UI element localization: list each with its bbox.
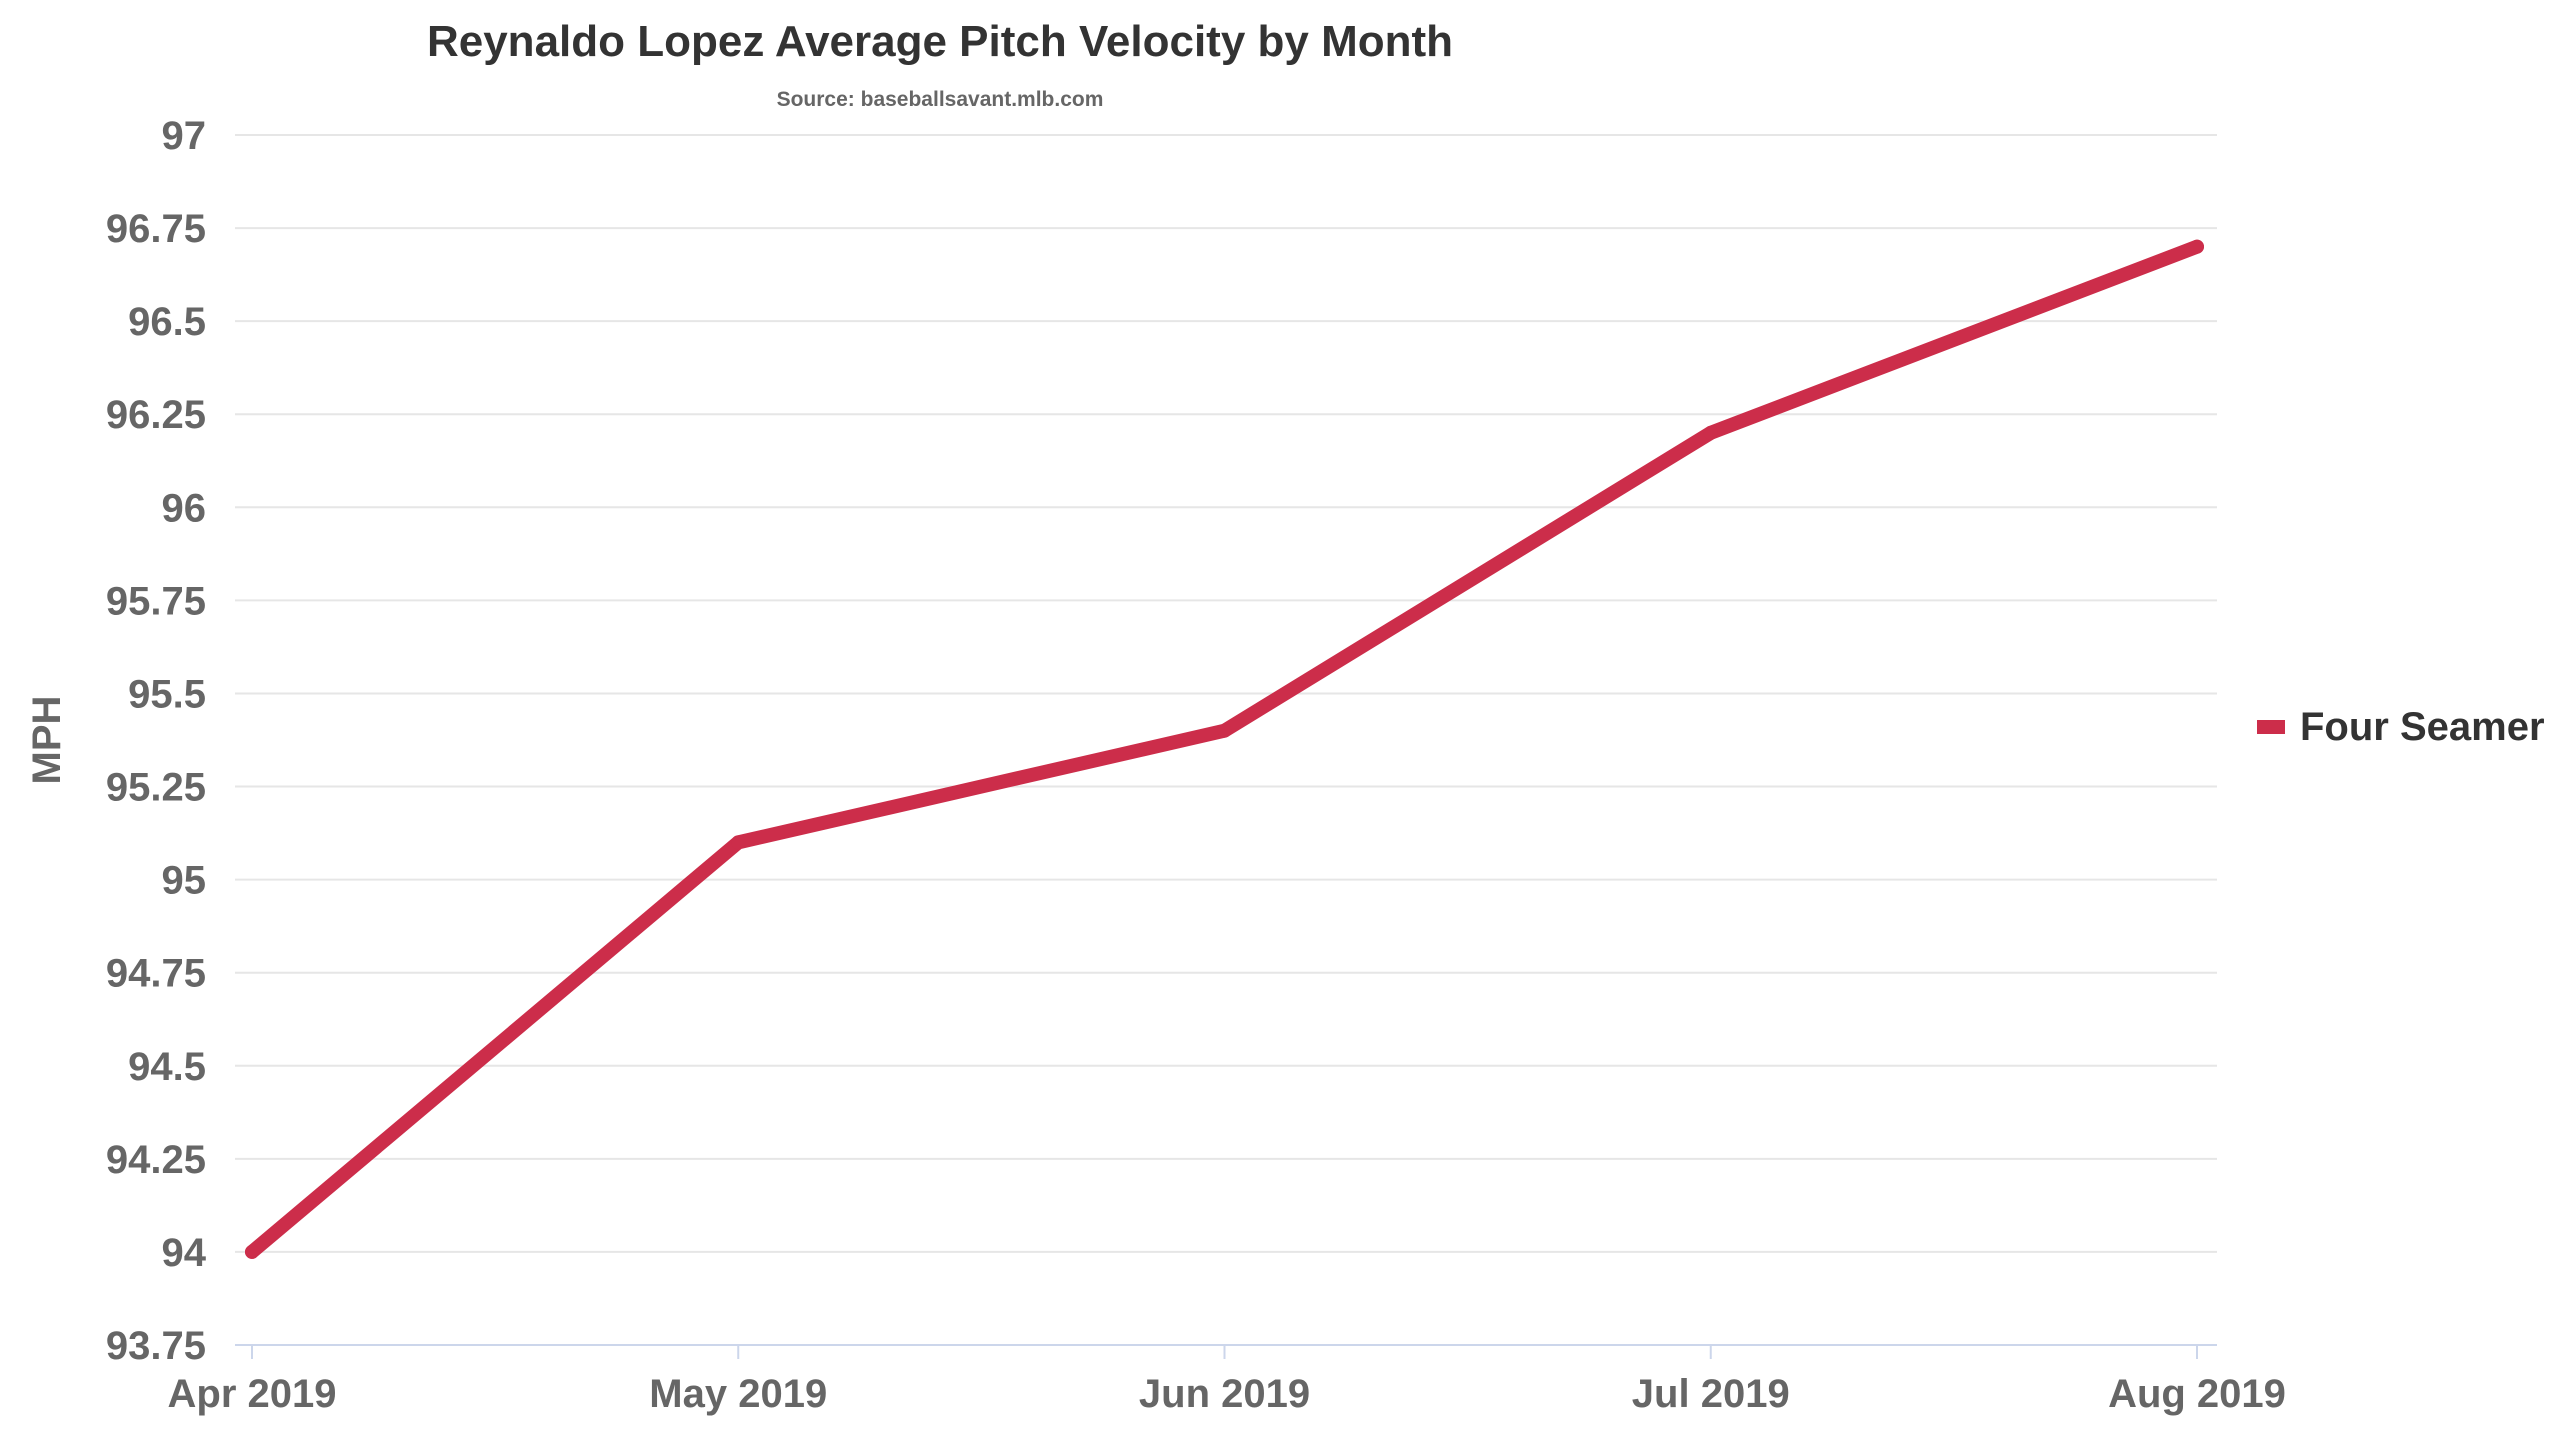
y-tick-label: 94.25 [106,1138,206,1182]
y-tick-label: 96.75 [106,207,206,251]
y-tick-label: 94 [162,1231,207,1275]
chart-subtitle: Source: baseballsavant.mlb.com [777,88,1104,111]
series-lines [245,239,2204,1259]
x-axis-ticks: Apr 2019 May 2019 Jun 2019 Jul 2019 Aug 2019 [168,1345,2286,1416]
data-point[interactable] [1217,723,1232,738]
gridlines [235,134,2217,1346]
y-tick-label: 97 [162,114,207,158]
x-tick-label: Jun 2019 [1139,1372,1310,1416]
data-point[interactable] [1703,425,1718,440]
chart-title: Reynaldo Lopez Average Pitch Velocity by… [427,17,1453,66]
y-tick-label: 95 [162,859,207,903]
x-tick-label: Jul 2019 [1632,1372,1790,1416]
y-tick-label: 94.5 [128,1045,206,1089]
y-tick-label: 96.5 [128,300,206,344]
y-tick-label: 94.75 [106,952,206,996]
series-line-four-seamer[interactable] [245,239,2204,1259]
legend[interactable]: Four Seamer [2257,705,2545,749]
y-axis-ticks: 93.75 94 94.25 94.5 94.75 95 95.25 95.5 95.75 96 9… [106,114,207,1368]
data-point[interactable] [245,1244,259,1259]
data-point[interactable] [2190,239,2204,254]
y-tick-label: 93.75 [106,1324,206,1368]
data-point[interactable] [731,835,746,850]
x-tick-label: Aug 2019 [2108,1372,2286,1416]
x-tick-label: May 2019 [649,1372,827,1416]
y-tick-label: 95.75 [106,579,206,623]
y-tick-label: 95.5 [128,672,206,716]
x-tick-label: Apr 2019 [168,1372,337,1416]
y-tick-label: 96.25 [106,393,206,437]
y-tick-label: 96 [162,486,207,530]
legend-label-four-seamer[interactable]: Four Seamer [2300,705,2545,749]
y-tick-label: 95.25 [106,766,206,810]
y-axis-title: MPH [25,696,69,785]
